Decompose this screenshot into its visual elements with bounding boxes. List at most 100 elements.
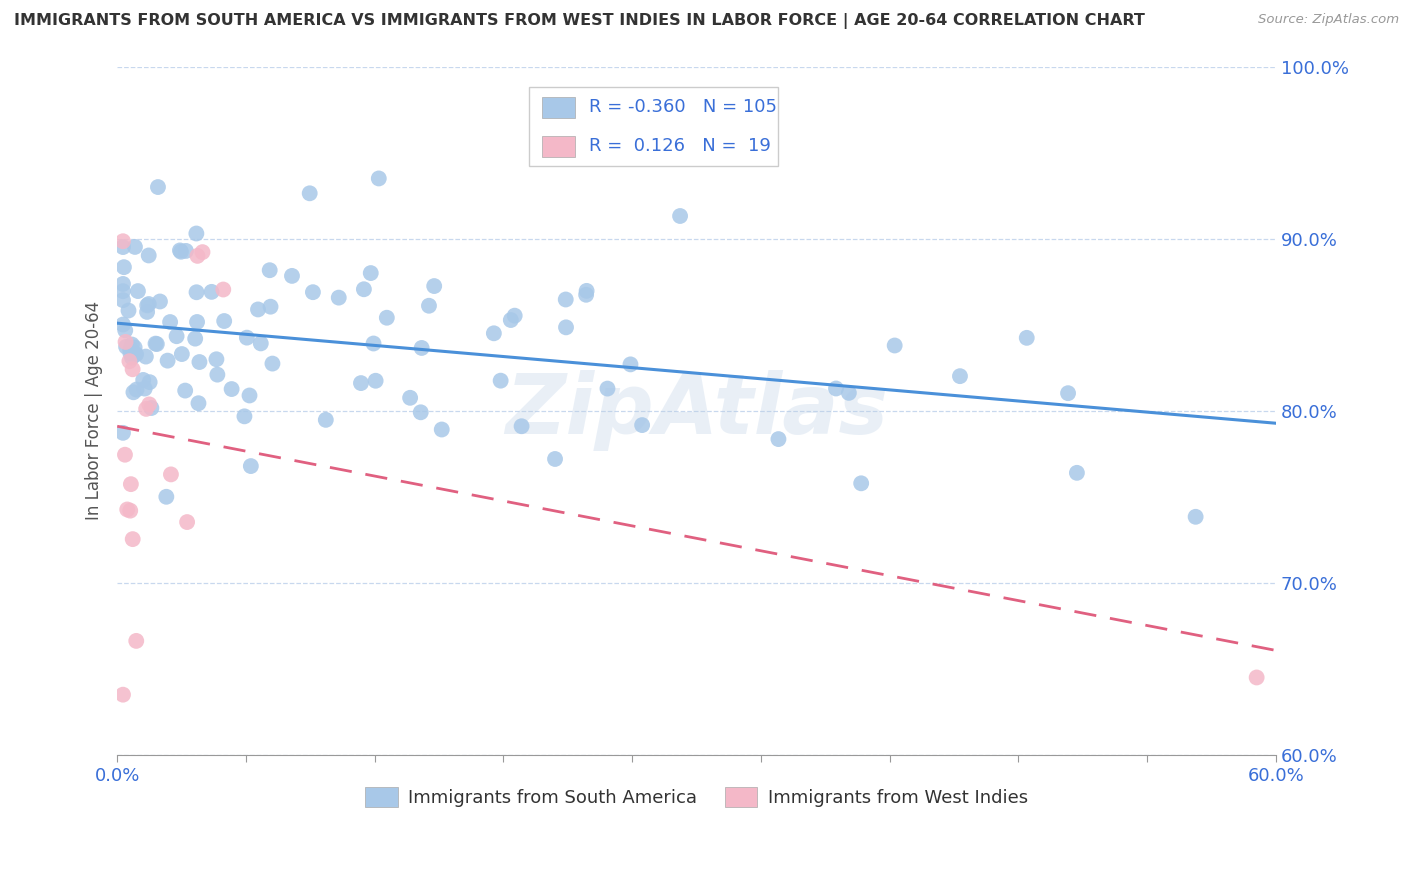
Point — [186, 249, 208, 263]
Point — [111, 277, 134, 291]
Point — [125, 347, 148, 361]
Point — [1015, 331, 1038, 345]
Legend: Immigrants from South America, Immigrants from West Indies: Immigrants from South America, Immigrant… — [359, 780, 1035, 814]
Y-axis label: In Labor Force | Age 20-64: In Labor Force | Age 20-64 — [86, 301, 103, 520]
Point — [262, 357, 284, 371]
Point — [188, 355, 211, 369]
Point — [350, 376, 373, 390]
Point — [146, 337, 169, 351]
Point — [409, 405, 432, 419]
Point — [149, 294, 172, 309]
Point — [174, 384, 197, 398]
Point — [186, 227, 208, 241]
Point — [124, 341, 146, 355]
Point — [315, 413, 337, 427]
Point — [259, 300, 281, 314]
Point — [281, 268, 304, 283]
Point — [499, 313, 522, 327]
Point — [186, 315, 208, 329]
Point — [631, 418, 654, 433]
Point — [838, 385, 860, 400]
Point — [118, 354, 141, 368]
Point — [184, 332, 207, 346]
Text: ZipAtlas: ZipAtlas — [505, 370, 889, 451]
Text: R =  0.126   N =  19: R = 0.126 N = 19 — [589, 137, 770, 155]
Point — [138, 297, 160, 311]
Point — [363, 336, 385, 351]
Point — [120, 346, 142, 360]
Point — [111, 688, 134, 702]
Point — [124, 347, 146, 361]
Point — [375, 310, 398, 325]
Point — [233, 409, 256, 424]
Point — [121, 362, 143, 376]
Point — [418, 299, 440, 313]
Point — [121, 532, 143, 546]
Point — [411, 341, 433, 355]
Point — [136, 305, 159, 319]
Point — [141, 401, 163, 415]
Point — [430, 423, 453, 437]
Bar — [543, 97, 575, 118]
Point — [669, 209, 692, 223]
Point — [187, 396, 209, 410]
Bar — [543, 136, 575, 157]
Point — [111, 293, 134, 308]
Point — [134, 382, 156, 396]
Point — [111, 425, 134, 440]
Point — [575, 284, 598, 298]
Point — [825, 382, 848, 396]
Point — [125, 633, 148, 648]
Point — [238, 388, 260, 402]
Point — [112, 318, 135, 332]
Point — [883, 338, 905, 352]
Point — [111, 240, 134, 254]
Point — [114, 448, 136, 462]
Point — [554, 293, 576, 307]
Point — [159, 315, 181, 329]
Point — [115, 340, 138, 354]
Point — [851, 476, 873, 491]
Point — [111, 234, 134, 248]
Point — [482, 326, 505, 341]
Point — [135, 350, 157, 364]
Point — [132, 373, 155, 387]
Point — [160, 467, 183, 482]
Point — [1057, 386, 1080, 401]
Point — [155, 490, 177, 504]
Point — [121, 337, 143, 351]
Text: Source: ZipAtlas.com: Source: ZipAtlas.com — [1258, 13, 1399, 27]
Point — [135, 401, 157, 416]
Text: R = -0.360   N = 105: R = -0.360 N = 105 — [589, 98, 776, 116]
Point — [298, 186, 321, 201]
Point — [353, 282, 375, 296]
Point — [212, 283, 235, 297]
Point — [768, 432, 790, 446]
Point — [186, 285, 208, 300]
Point — [489, 374, 512, 388]
Point — [124, 240, 146, 254]
Point — [555, 320, 578, 334]
Point — [136, 298, 159, 312]
Point — [138, 375, 160, 389]
Point — [596, 382, 619, 396]
Point — [212, 314, 235, 328]
Point — [127, 284, 149, 298]
Point — [1066, 466, 1088, 480]
Point — [207, 368, 229, 382]
Point — [191, 245, 214, 260]
Point — [236, 331, 259, 345]
Point — [120, 503, 142, 517]
Point — [949, 369, 972, 384]
Point — [174, 244, 197, 258]
Point — [138, 248, 160, 262]
Point — [125, 383, 148, 397]
Point — [120, 342, 142, 356]
Point — [503, 309, 526, 323]
Point — [169, 244, 191, 258]
Point — [170, 347, 193, 361]
Point — [112, 260, 135, 275]
Point — [114, 334, 136, 349]
Point — [575, 287, 598, 301]
Point — [122, 385, 145, 400]
